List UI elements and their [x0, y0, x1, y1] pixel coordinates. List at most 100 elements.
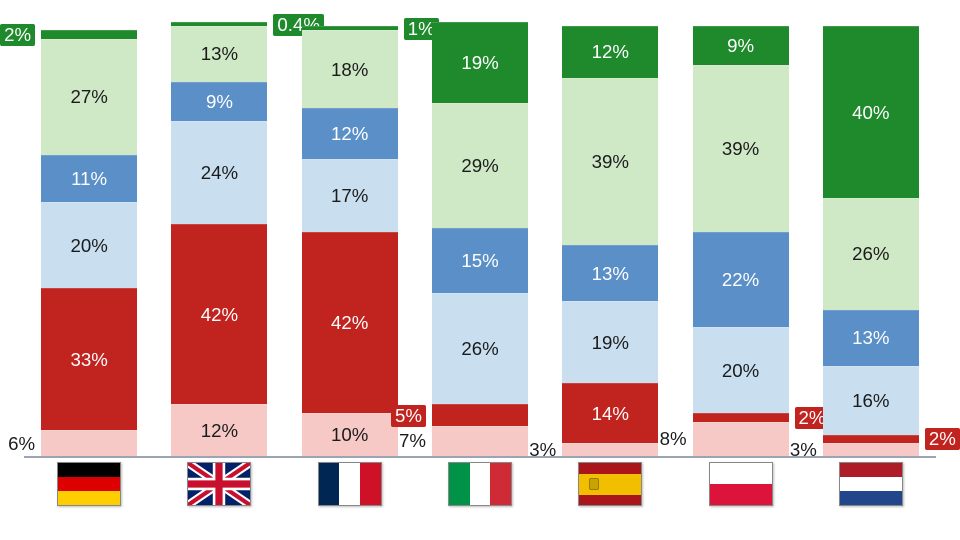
segment: 19%: [562, 301, 658, 383]
segment: 17%: [302, 159, 398, 232]
segment: 40%: [823, 26, 919, 198]
segment-label: 12%: [201, 420, 238, 442]
segment: 22%: [693, 232, 789, 327]
segment: 13%: [171, 26, 267, 82]
segment: 11%: [41, 155, 137, 202]
segment-label: 16%: [852, 390, 889, 412]
segment-label: 12%: [592, 41, 629, 63]
segment-label: 42%: [201, 304, 238, 326]
segment: 13%: [562, 245, 658, 301]
segment: 24%: [171, 121, 267, 224]
segment-label: 10%: [331, 424, 368, 446]
bar-column-es: 3% 14% 19% 13% 39% 12%: [545, 26, 675, 456]
segment-label: 26%: [852, 243, 889, 265]
flag-it-icon: [448, 462, 512, 506]
flag-cell-es: [545, 462, 675, 506]
segment-label: 27%: [70, 86, 107, 108]
segment-label: 39%: [592, 151, 629, 173]
stacked-bar-nl: 3%2%16%13%26%40%: [823, 26, 919, 456]
segment: 18%: [302, 30, 398, 107]
flag-cell-pl: [675, 462, 805, 506]
plot-area: 6% 33% 20% 11% 27% 2% 12% 42% 24% 9% 13% 0.4% 10% 42%…: [24, 18, 936, 458]
flag-de-icon: [57, 462, 121, 506]
bar-column-fr: 10% 42% 17% 12% 18%1%: [285, 26, 415, 456]
segment: 9%: [693, 26, 789, 65]
segment-label: 40%: [852, 102, 889, 124]
segment-label: 6%: [8, 433, 35, 455]
segment-label: 20%: [70, 235, 107, 257]
segment: 15%: [432, 228, 528, 293]
segment: 26%: [432, 293, 528, 405]
stacked-bar-it: 7%5% 26% 15% 29% 19%: [432, 22, 528, 456]
bar-column-nl: 3%2%16%13%26%40%: [806, 26, 936, 456]
segment: 13%: [823, 310, 919, 366]
segment-label: 2%: [925, 428, 960, 450]
segment-label: 22%: [722, 269, 759, 291]
segment: 26%: [823, 198, 919, 310]
segment: 10%: [302, 413, 398, 456]
segment-label: 12%: [331, 123, 368, 145]
segment: 0.4%: [171, 22, 267, 26]
stacked-bar-chart: 6% 33% 20% 11% 27% 2% 12% 42% 24% 9% 13% 0.4% 10% 42%…: [0, 0, 960, 540]
stacked-bar-pl: 8%2%20%22%39%9%: [693, 26, 789, 456]
segment-label: 2%: [0, 24, 35, 46]
bar-column-de: 6% 33% 20% 11% 27% 2%: [24, 30, 154, 456]
segment-label: 17%: [331, 185, 368, 207]
segment-label: 26%: [461, 338, 498, 360]
flag-cell-nl: [806, 462, 936, 506]
flag-cell-it: [415, 462, 545, 506]
segment-label: 13%: [852, 327, 889, 349]
segment: 9%: [171, 82, 267, 121]
segment: 16%: [823, 366, 919, 435]
x-axis-flags: [24, 462, 936, 506]
segment-label: 13%: [201, 43, 238, 65]
segment: 2%: [823, 435, 919, 444]
segment-label: 19%: [592, 332, 629, 354]
segment-label: 15%: [461, 250, 498, 272]
segment-label: 42%: [331, 312, 368, 334]
segment: 2%: [41, 30, 137, 39]
stacked-bar-uk: 12% 42% 24% 9% 13% 0.4%: [171, 22, 267, 456]
segment: 1%: [302, 26, 398, 30]
segment: 14%: [562, 383, 658, 443]
segment: 29%: [432, 103, 528, 228]
segment: 12%: [562, 26, 658, 78]
stacked-bar-de: 6% 33% 20% 11% 27% 2%: [41, 30, 137, 456]
flag-cell-uk: [154, 462, 284, 506]
segment-label: 13%: [592, 263, 629, 285]
flag-nl-icon: [839, 462, 903, 506]
segment: 33%: [41, 288, 137, 430]
flag-uk-icon: [187, 462, 251, 506]
segment: 2%: [693, 413, 789, 422]
stacked-bar-fr: 10% 42% 17% 12% 18%1%: [302, 26, 398, 456]
segment: 20%: [693, 327, 789, 413]
segment: 12%: [302, 108, 398, 160]
stacked-bar-es: 3% 14% 19% 13% 39% 12%: [562, 26, 658, 456]
segment: 7%: [432, 426, 528, 456]
segment: 39%: [562, 78, 658, 246]
segment-label: 11%: [71, 168, 107, 190]
segment-label: 19%: [461, 52, 498, 74]
segment-label: 29%: [461, 155, 498, 177]
bar-column-pl: 8%2%20%22%39%9%: [675, 26, 805, 456]
segment: 19%: [432, 22, 528, 104]
segment: 20%: [41, 202, 137, 288]
flag-cell-fr: [285, 462, 415, 506]
segment: 42%: [171, 224, 267, 405]
flag-fr-icon: [318, 462, 382, 506]
segment-label: 33%: [70, 349, 107, 371]
flag-es-icon: [578, 462, 642, 506]
segment: 3%: [562, 443, 658, 456]
segment: 6%: [41, 430, 137, 456]
segment-label: 9%: [727, 35, 754, 57]
segment: 12%: [171, 404, 267, 456]
segment: 27%: [41, 39, 137, 155]
segment-label: 14%: [592, 403, 629, 425]
segment-label: 20%: [722, 360, 759, 382]
segment: 39%: [693, 65, 789, 233]
segment-label: 24%: [201, 162, 238, 184]
segment: 42%: [302, 232, 398, 413]
segment: 5%: [432, 404, 528, 426]
segment-label: 39%: [722, 138, 759, 160]
bar-column-it: 7%5% 26% 15% 29% 19%: [415, 22, 545, 456]
